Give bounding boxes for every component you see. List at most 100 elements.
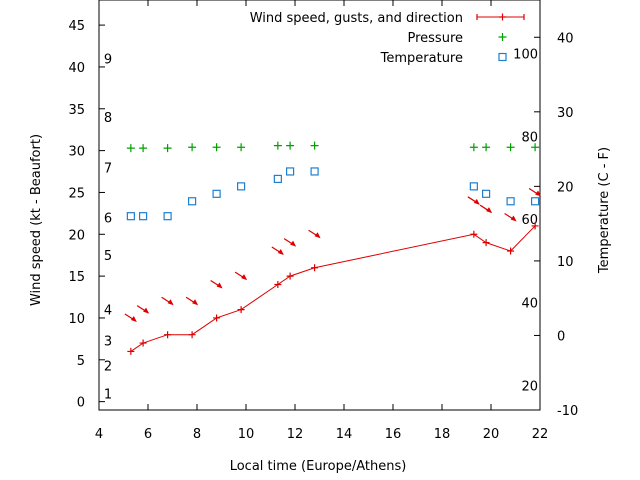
wind-speed-point (127, 347, 135, 355)
pressure-point (139, 144, 148, 153)
beaufort-label: 8 (104, 111, 112, 126)
pressure-point (469, 143, 478, 152)
wind-direction-arrow-head (510, 215, 517, 222)
wind-direction-arrow (210, 279, 223, 289)
x-axis-label: Local time (Europe/Athens) (230, 459, 407, 474)
wind-direction-arrow-head (314, 232, 321, 239)
wind-speed-point (482, 239, 490, 247)
fahrenheit-label: 20 (521, 379, 538, 394)
y-right-tick-label: 20 (557, 180, 574, 195)
wind-direction-arrow-head (486, 207, 493, 214)
axes (98, 0, 541, 411)
wind-direction-arrow (283, 238, 297, 247)
legend: Wind speed, gusts, and direction Pressure… (250, 11, 525, 66)
y-right-tick-label: 0 (557, 329, 565, 344)
fahrenheit-label: 40 (521, 297, 538, 312)
wind-speed-point (311, 264, 319, 272)
y-left-tick-label: 5 (77, 354, 85, 369)
wind-direction-arrow-head (241, 274, 248, 281)
x-tick-label: 6 (144, 427, 152, 442)
temperature-point (286, 167, 295, 176)
legend-wind-marker (476, 13, 525, 21)
pressure-point (310, 141, 319, 150)
y-right-tick-label: 40 (557, 31, 574, 46)
y-left-tick-label: 0 (77, 396, 85, 411)
wind-speed-point (188, 331, 196, 339)
pressure-point (163, 144, 172, 153)
legend-label: Pressure (407, 31, 463, 46)
legend-pressure-marker (498, 33, 507, 41)
temperature-point (482, 189, 491, 198)
fahrenheit-label: 80 (521, 130, 538, 145)
wind-direction-arrow-head (473, 198, 480, 205)
x-tick-label: 10 (238, 427, 255, 442)
wind-direction-arrow-head (143, 307, 150, 314)
beaufort-label: 1 (104, 387, 112, 402)
wind-speed-point (531, 222, 539, 230)
temperature-point (163, 212, 172, 221)
x-tick-label: 14 (336, 427, 353, 442)
legend-temperature-marker (498, 52, 507, 62)
temperature-point (126, 212, 135, 221)
wind-direction-arrow (161, 296, 174, 306)
y-left-tick-label: 45 (68, 19, 85, 34)
temperature-point (506, 197, 515, 206)
y-left-tick-label: 15 (68, 270, 85, 285)
beaufort-label: 2 (104, 360, 112, 375)
y-left-tick-label: 35 (68, 103, 85, 118)
beaufort-label: 3 (104, 335, 112, 350)
y-left-tick-label: 10 (68, 312, 85, 327)
wind-direction-arrow (185, 296, 199, 306)
y-left-tick-label: 20 (68, 228, 85, 243)
temperature-point (310, 167, 319, 176)
x-tick-label: 12 (287, 427, 304, 442)
y-axis-label-left: Wind speed (kt - Beaufort) (29, 134, 44, 306)
beaufort-label: 5 (104, 249, 112, 264)
x-tick-label: 20 (483, 427, 500, 442)
wind-speed-point (274, 280, 282, 288)
marks (124, 141, 542, 355)
wind-direction-arrow-head (192, 299, 199, 306)
pressure-point (188, 143, 197, 152)
fahrenheit-label: 100 (513, 48, 538, 63)
wind-speed-point (286, 272, 294, 280)
y-right-tick-label: 10 (557, 255, 574, 270)
pressure-point (286, 141, 295, 150)
temperature-point (188, 197, 197, 206)
wind-direction-arrow (528, 187, 542, 197)
x-tick-label: 18 (434, 427, 451, 442)
pressure-point (237, 143, 246, 152)
plot-frame (98, 0, 541, 411)
pressure-point (273, 141, 282, 150)
pressure-point (482, 143, 491, 152)
x-tick-label: 4 (95, 427, 103, 442)
y-right-tick-label: -10 (557, 404, 578, 419)
y-left-tick-label: 30 (68, 145, 85, 160)
pressure-point (506, 143, 515, 152)
temperature-point (237, 182, 246, 191)
temperature-point (469, 182, 478, 191)
legend-label: Wind speed, gusts, and direction (250, 11, 463, 26)
ticks: 4 6 8 10 12 14 16 18 20 22051015202530354045-1001… (68, 0, 578, 442)
wind-direction-arrow-head (290, 240, 297, 247)
wind-direction-arrow-head (535, 190, 542, 197)
x-tick-label: 22 (532, 427, 549, 442)
wind-speed-point (237, 306, 245, 314)
wind-speed-point (470, 230, 478, 238)
beaufort-label: 4 (104, 304, 112, 319)
wind-direction-arrow (479, 204, 493, 214)
wind-direction-arrow (467, 196, 480, 205)
pressure-point (126, 144, 135, 153)
legend-label: Temperature (380, 51, 463, 66)
wind-direction-arrow (136, 305, 150, 314)
wind-speed-line (130, 225, 536, 352)
fahrenheit-label: 60 (521, 213, 538, 228)
wind-direction-arrow (124, 313, 137, 322)
wind-direction-arrow-head (167, 299, 174, 306)
pressure-point (212, 143, 221, 152)
pressure-point (531, 143, 540, 152)
wind-direction-arrow (271, 246, 284, 256)
wind-speed-point (507, 247, 515, 255)
temperature-point (139, 212, 148, 221)
